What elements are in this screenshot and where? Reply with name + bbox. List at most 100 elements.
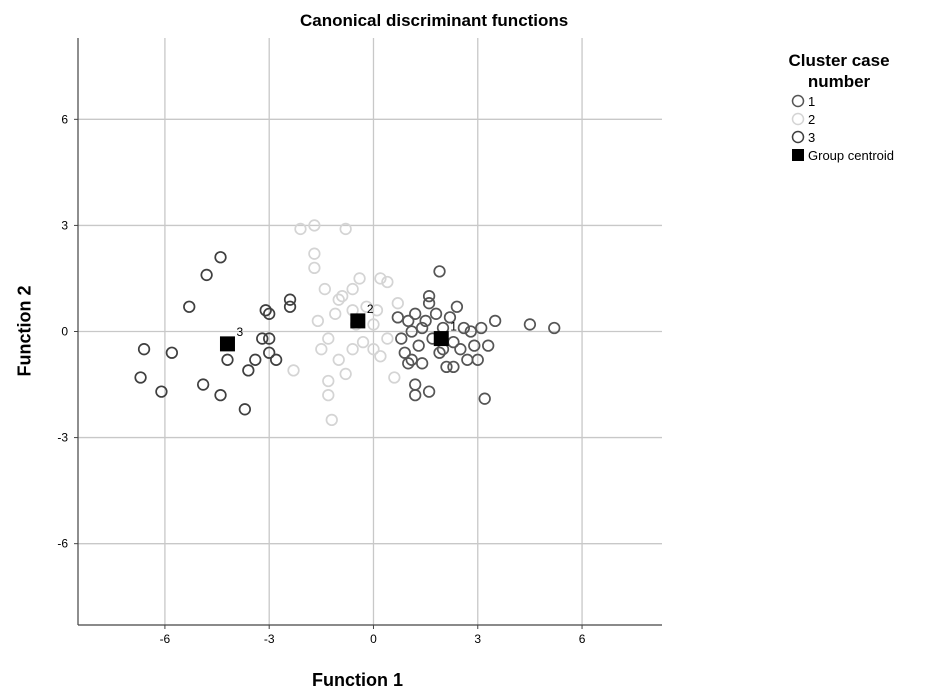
data-point-cluster-2 <box>388 371 401 384</box>
data-point-cluster-3 <box>263 346 276 359</box>
data-point-cluster-2 <box>294 222 307 236</box>
x-tick-label: 0 <box>370 632 377 646</box>
data-point-cluster-2 <box>332 293 345 306</box>
data-point-cluster-3 <box>269 353 283 366</box>
data-point-cluster-3 <box>200 268 213 282</box>
data-point-cluster-2 <box>339 222 352 236</box>
legend-item-2: 2 <box>790 110 948 128</box>
data-point-cluster-1 <box>457 321 471 335</box>
data-point-cluster-1 <box>471 353 484 366</box>
data-point-cluster-1 <box>475 321 488 335</box>
data-point-cluster-1 <box>447 360 460 374</box>
x-tick-label: -6 <box>160 632 171 646</box>
data-point-cluster-1 <box>415 321 429 335</box>
data-point-cluster-3 <box>242 364 255 377</box>
data-point-cluster-1 <box>464 325 477 338</box>
data-point-cluster-3 <box>214 389 227 402</box>
data-point-cluster-1 <box>548 321 561 335</box>
data-point-cluster-1 <box>443 311 457 324</box>
centroid-label-2: 2 <box>367 302 374 316</box>
y-axis-label: Function 2 <box>14 285 35 377</box>
data-point-cluster-2 <box>374 350 387 363</box>
x-tick-label: 3 <box>474 632 481 646</box>
data-point-cluster-3 <box>283 293 297 306</box>
data-point-cluster-1 <box>409 307 422 320</box>
data-point-cluster-1 <box>398 346 411 359</box>
centroid-marker-1 <box>433 331 449 347</box>
x-tick-label: 6 <box>579 632 586 646</box>
data-point-cluster-1 <box>409 378 422 391</box>
centroid-label-3: 3 <box>236 325 243 339</box>
data-point-cluster-1 <box>523 318 537 331</box>
data-point-cluster-3 <box>263 332 276 345</box>
data-point-cluster-1 <box>391 311 404 324</box>
data-point-cluster-2 <box>370 304 384 317</box>
centroid-marker-2 <box>350 313 366 329</box>
data-point-cluster-3 <box>165 346 179 359</box>
data-point-cluster-1 <box>395 332 408 345</box>
open-circle-icon <box>791 94 805 108</box>
data-point-cluster-2 <box>329 307 342 320</box>
data-point-cluster-1 <box>422 289 436 303</box>
data-point-cluster-1 <box>468 339 481 352</box>
data-point-cluster-3 <box>196 378 210 391</box>
filled-square-icon <box>792 149 804 161</box>
open-circle-icon <box>791 112 805 126</box>
data-point-cluster-1 <box>402 357 415 370</box>
legend: Cluster case number 1 2 3 Group centroid <box>788 50 948 164</box>
data-point-cluster-2 <box>367 318 380 331</box>
data-point-cluster-3 <box>155 385 168 398</box>
data-point-cluster-2 <box>353 272 366 285</box>
data-point-cluster-1 <box>433 265 446 278</box>
legend-item-1: 1 <box>790 92 948 110</box>
legend-title: Cluster case number <box>788 51 890 91</box>
data-point-cluster-2 <box>322 332 335 345</box>
data-point-cluster-2 <box>287 364 300 377</box>
data-point-cluster-3 <box>256 332 269 345</box>
data-point-cluster-1 <box>454 343 467 356</box>
data-point-cluster-2 <box>325 413 338 427</box>
data-point-cluster-3 <box>283 300 297 313</box>
data-point-cluster-1 <box>405 325 418 338</box>
data-point-cluster-2 <box>336 289 349 303</box>
x-axis-label: Function 1 <box>312 670 403 690</box>
tick-labels: -6 -3 0 3 6 6 3 0 -3 -6 <box>57 112 585 646</box>
data-point-cluster-1 <box>461 353 474 366</box>
data-point-cluster-1 <box>409 389 422 402</box>
data-point-cluster-2 <box>322 374 335 388</box>
data-point-cluster-2 <box>318 282 331 296</box>
data-point-cluster-2 <box>339 367 352 381</box>
data-point-cluster-1 <box>402 314 415 328</box>
data-point-cluster-2 <box>374 272 387 285</box>
data-point-cluster-2 <box>346 282 359 296</box>
data-point-cluster-3 <box>134 371 147 384</box>
data-point-cluster-1 <box>482 339 495 352</box>
data-point-cluster-2 <box>356 335 370 349</box>
centroid-label-1: 1 <box>450 320 457 334</box>
y-tick-label: 3 <box>61 218 68 232</box>
group-centroids: 1 2 3 <box>219 302 457 352</box>
centroid-marker-3 <box>219 336 235 352</box>
data-point-cluster-2 <box>315 343 328 356</box>
y-tick-label: 6 <box>61 112 68 126</box>
legend-label-3: 3 <box>808 129 816 145</box>
data-point-cluster-1 <box>478 392 491 405</box>
data-point-cluster-1 <box>433 346 446 359</box>
data-point-cluster-3 <box>214 251 227 264</box>
legend-label-2: 2 <box>808 111 816 127</box>
data-point-cluster-3 <box>263 307 276 320</box>
data-point-cluster-3 <box>259 304 272 317</box>
y-tick-label: -3 <box>57 431 68 445</box>
data-point-cluster-3 <box>221 353 234 366</box>
chart-title: Canonical discriminant functions <box>300 11 569 30</box>
data-point-cluster-2 <box>381 275 394 289</box>
data-point-cluster-2 <box>308 219 321 232</box>
open-circle-icon <box>791 130 805 144</box>
data-point-cluster-3 <box>183 300 196 313</box>
data-point-cluster-2 <box>308 247 321 260</box>
data-point-cluster-2 <box>391 297 404 310</box>
data-point-cluster-2 <box>360 300 373 313</box>
data-point-cluster-2 <box>381 332 394 345</box>
legend-label-1: 1 <box>808 93 816 109</box>
